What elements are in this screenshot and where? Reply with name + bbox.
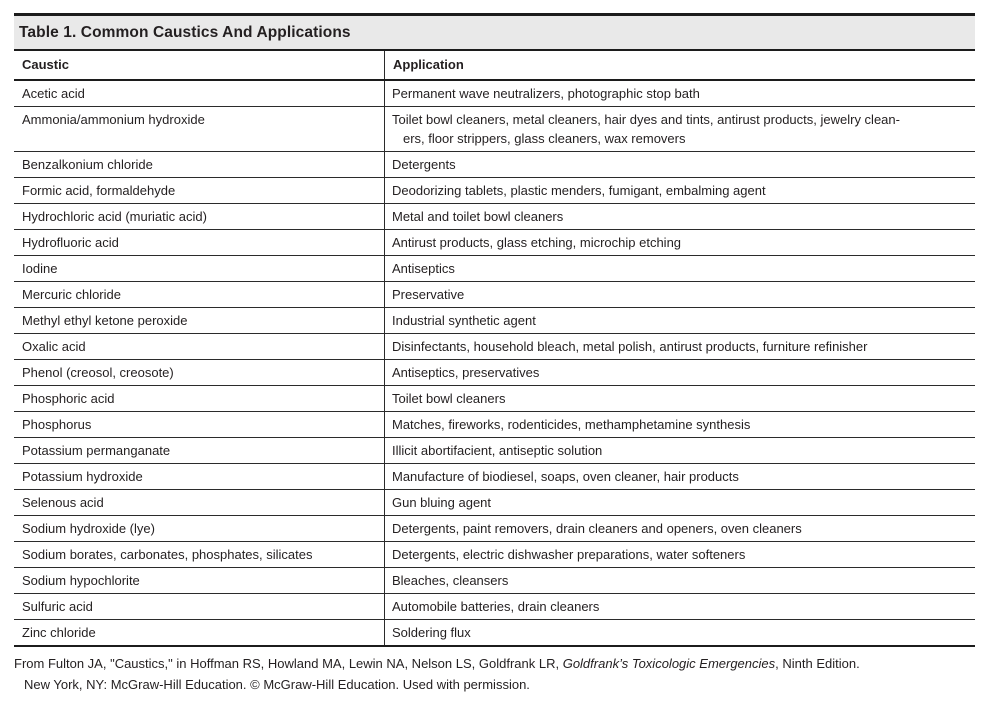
application-cell: Antirust products, glass etching, microc…	[392, 235, 682, 250]
footnote: From Fulton JA, "Caustics," in Hoffman R…	[14, 653, 974, 695]
application-cell: Gun bluing agent	[392, 495, 492, 510]
table-header-row: Caustic Application	[14, 51, 975, 81]
table-row: Oxalic acid Disinfectants, household blea…	[14, 334, 975, 360]
table-row: Sodium borates, carbonates, phosphates, …	[14, 542, 975, 568]
caustics-table: Table 1. Common Caustics And Application…	[14, 13, 975, 647]
table-row: Phenol (creosol, creosote) Antiseptics, p…	[14, 360, 975, 386]
application-cell: Illicit abortifacient, antiseptic soluti…	[392, 443, 603, 458]
caustic-cell: Sodium borates, carbonates, phosphates, …	[14, 542, 385, 567]
caustic-cell: Potassium permanganate	[14, 438, 385, 463]
table-row: Formic acid, formaldehyde Deodorizing tab…	[14, 178, 975, 204]
table-row: Potassium hydroxide Manufacture of biodie…	[14, 464, 975, 490]
table-row: Hydrofluoric acid Antirust products, glas…	[14, 230, 975, 256]
application-cell: Antiseptics, preservatives	[392, 365, 540, 380]
caustic-cell: Benzalkonium chloride	[14, 152, 385, 177]
column-header-application: Application	[393, 57, 464, 72]
footnote-line-2: New York, NY: McGraw-Hill Education. © M…	[24, 677, 530, 692]
table-row: Phosphoric acid Toilet bowl cleaners	[14, 386, 975, 412]
caustic-cell: Acetic acid	[14, 81, 385, 106]
caustic-cell: Sodium hypochlorite	[14, 568, 385, 593]
application-cell: Soldering flux	[392, 625, 471, 640]
caustic-cell: Oxalic acid	[14, 334, 385, 359]
table-row: Sodium hypochlorite Bleaches, cleansers	[14, 568, 975, 594]
application-cell: Matches, fireworks, rodenticides, metham…	[392, 417, 751, 432]
table-body: Acetic acid Permanent wave neutralizers, …	[14, 81, 975, 647]
application-cell: Manufacture of biodiesel, soaps, oven cl…	[392, 469, 739, 484]
caustic-cell: Phosphorus	[14, 412, 385, 437]
table-row: Ammonia/ammonium hydroxide Toilet bowl cl…	[14, 107, 975, 152]
application-cell: Disinfectants, household bleach, metal p…	[392, 339, 868, 354]
table-row: Sulfuric acid Automobile batteries, drain…	[14, 594, 975, 620]
application-cell: Industrial synthetic agent	[392, 313, 536, 328]
application-cell: Antiseptics	[392, 261, 455, 276]
footnote-citation-post: , Ninth Edition.	[775, 656, 860, 671]
footnote-book-title: Goldfrank’s Toxicologic Emergencies	[562, 656, 776, 671]
caustic-cell: Iodine	[14, 256, 385, 281]
table-row: Mercuric chloride Preservative	[14, 282, 975, 308]
caustic-cell: Hydrochloric acid (muriatic acid)	[14, 204, 385, 229]
table-row: Iodine Antiseptics	[14, 256, 975, 282]
caustic-cell: Sulfuric acid	[14, 594, 385, 619]
footnote-line-1: From Fulton JA, "Caustics," in Hoffman R…	[14, 653, 974, 674]
caustic-cell: Zinc chloride	[14, 620, 385, 645]
footnote-citation-pre: From Fulton JA, "Caustics," in Hoffman R…	[14, 656, 563, 671]
column-header-caustic: Caustic	[14, 51, 385, 79]
application-cell: Detergents, electric dishwasher preparat…	[392, 547, 746, 562]
application-cell: Bleaches, cleansers	[392, 573, 509, 588]
caustic-cell: Ammonia/ammonium hydroxide	[14, 107, 385, 151]
application-cell: Preservative	[392, 287, 465, 302]
table-row: Methyl ethyl ketone peroxide Industrial s…	[14, 308, 975, 334]
caustic-cell: Sodium hydroxide (lye)	[14, 516, 385, 541]
table-row: Acetic acid Permanent wave neutralizers, …	[14, 81, 975, 107]
caustic-cell: Hydrofluoric acid	[14, 230, 385, 255]
application-cell: Permanent wave neutralizers, photographi…	[392, 86, 700, 101]
caustic-cell: Selenous acid	[14, 490, 385, 515]
table-row: Potassium permanganate Illicit abortifaci…	[14, 438, 975, 464]
application-cell: Metal and toilet bowl cleaners	[392, 209, 564, 224]
table-row: Zinc chloride Soldering flux	[14, 620, 975, 647]
application-line: ers, floor strippers, glass cleaners, wa…	[403, 131, 686, 146]
table-row: Selenous acid Gun bluing agent	[14, 490, 975, 516]
application-cell: Toilet bowl cleaners, metal cleaners, ha…	[385, 107, 975, 151]
caustic-cell: Formic acid, formaldehyde	[14, 178, 385, 203]
caustic-cell: Potassium hydroxide	[14, 464, 385, 489]
caustic-cell: Phosphoric acid	[14, 386, 385, 411]
table-title: Table 1. Common Caustics And Application…	[14, 13, 975, 51]
application-cell: Detergents, paint removers, drain cleane…	[392, 521, 802, 536]
caustic-cell: Mercuric chloride	[14, 282, 385, 307]
table-row: Phosphorus Matches, fireworks, rodenticid…	[14, 412, 975, 438]
application-cell: Automobile batteries, drain cleaners	[392, 599, 600, 614]
caustic-cell: Phenol (creosol, creosote)	[14, 360, 385, 385]
application-cell: Detergents	[392, 157, 456, 172]
table-row: Sodium hydroxide (lye) Detergents, paint …	[14, 516, 975, 542]
application-cell: Deodorizing tablets, plastic menders, fu…	[392, 183, 766, 198]
table-row: Benzalkonium chloride Detergents	[14, 152, 975, 178]
table-row: Hydrochloric acid (muriatic acid) Metal a…	[14, 204, 975, 230]
caustic-cell: Methyl ethyl ketone peroxide	[14, 308, 385, 333]
application-line: Toilet bowl cleaners, metal cleaners, ha…	[392, 112, 900, 127]
application-cell: Toilet bowl cleaners	[392, 391, 506, 406]
